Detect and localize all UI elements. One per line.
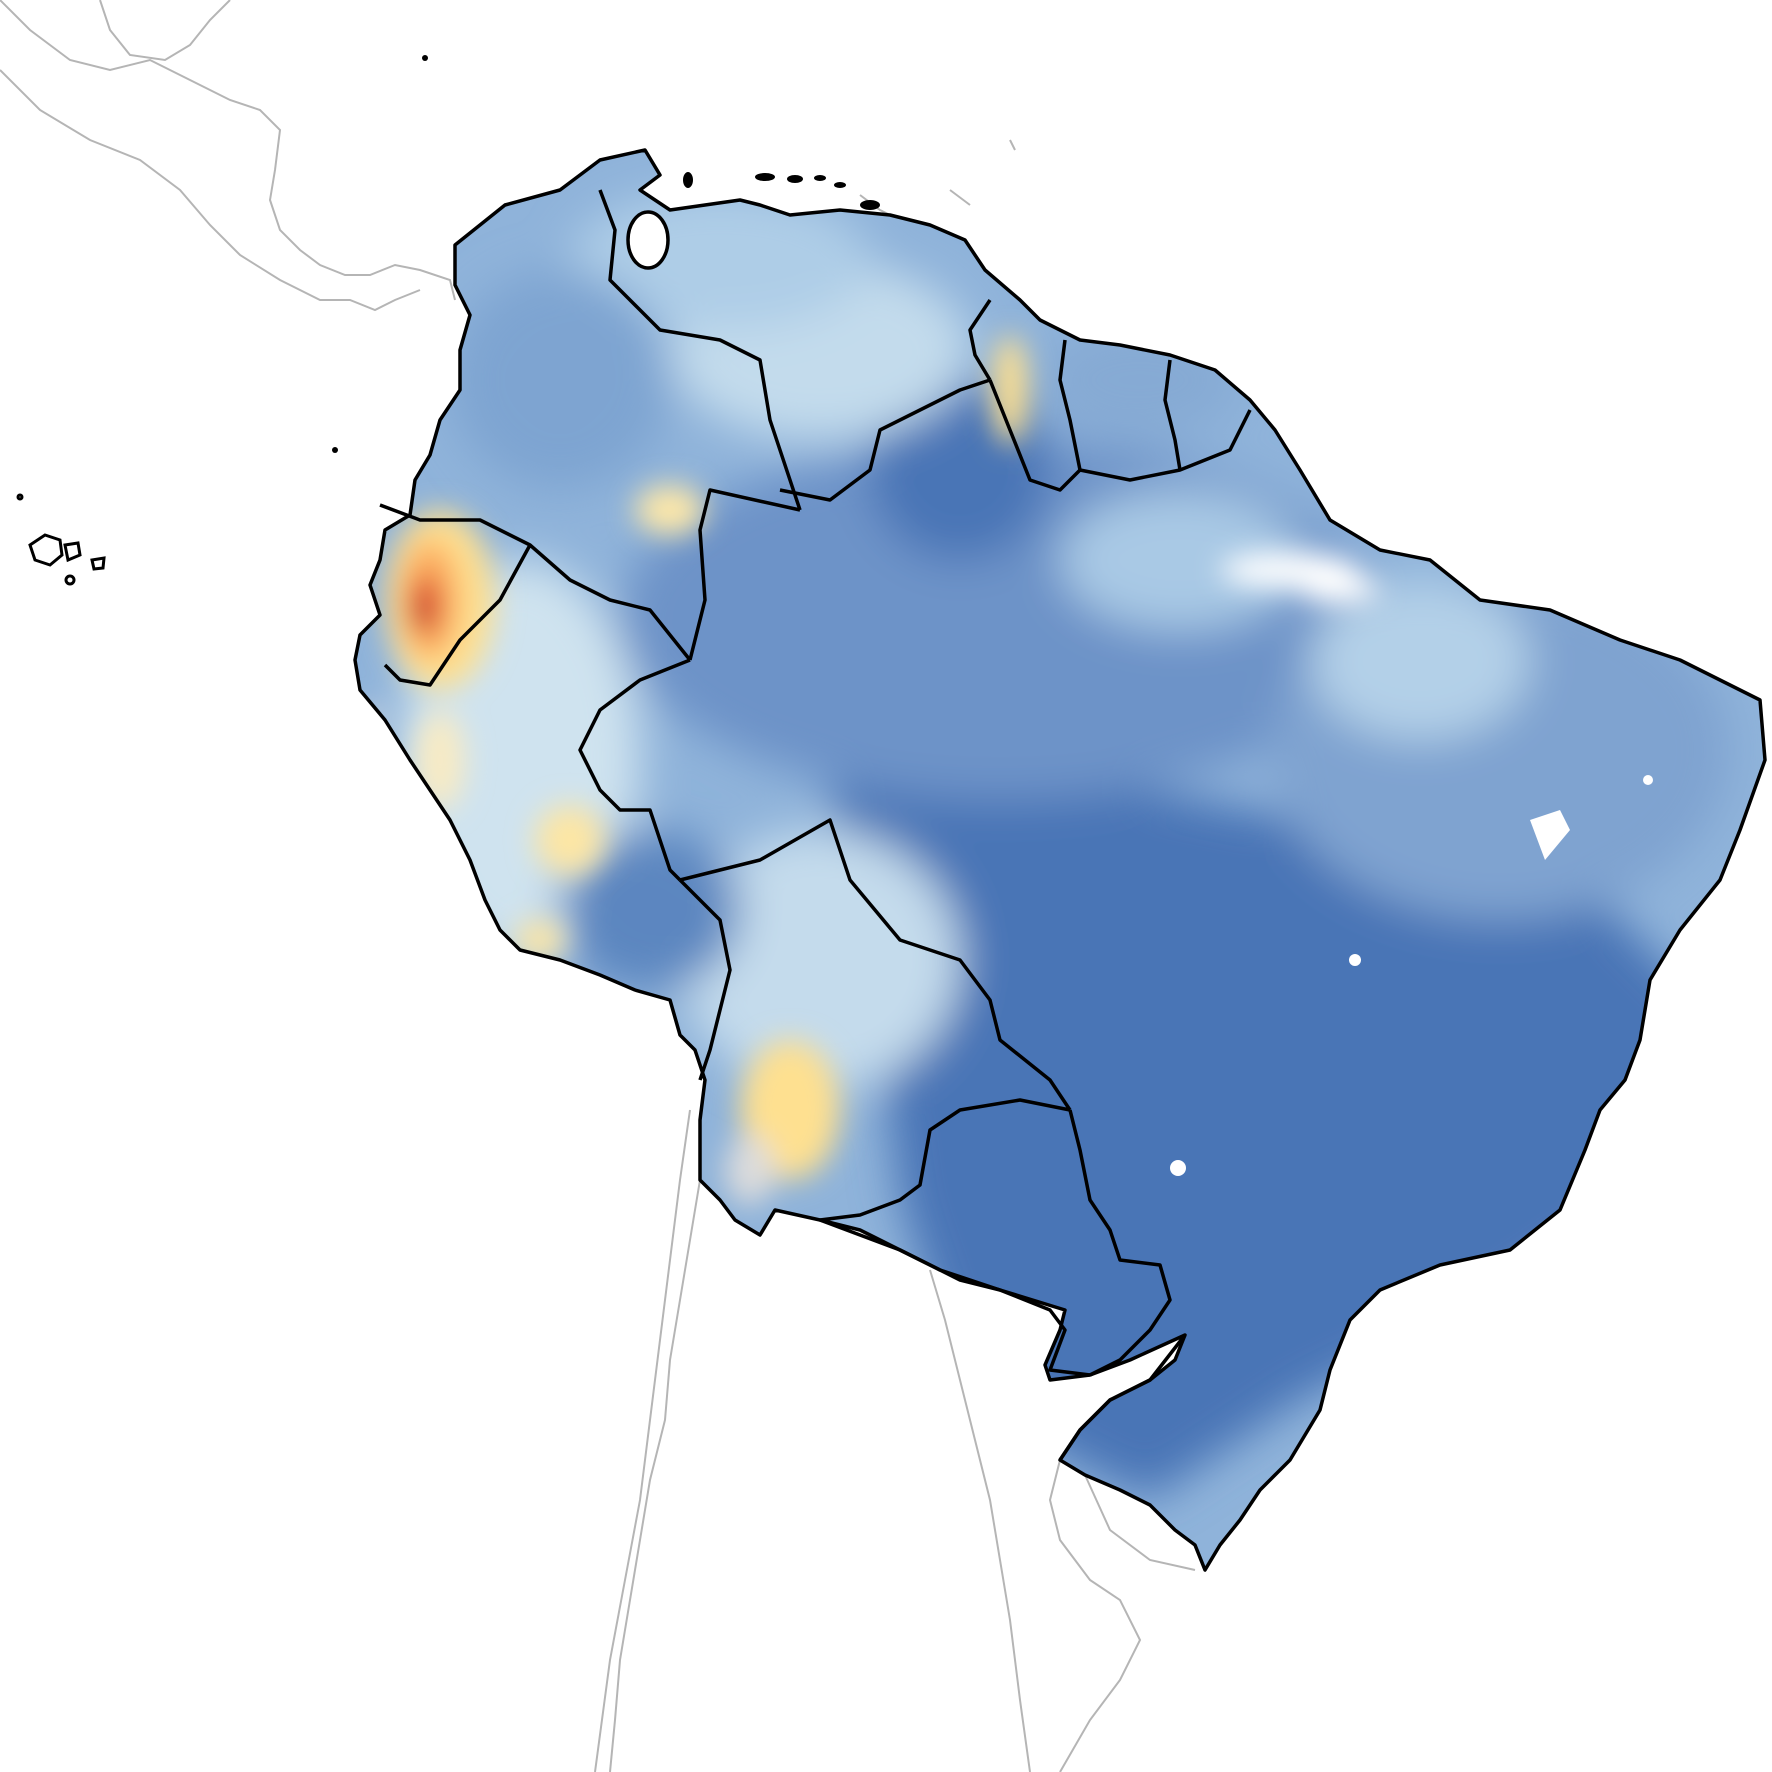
border-venezuela-guyana [968,299,992,381]
argentina-east-outline [1048,1459,1142,1772]
border-guyana-suriname [1058,339,1082,471]
border-suriname-frenchguiana [1163,359,1182,471]
caribbean-islands [332,55,880,453]
border-colombia-venezuela [598,189,802,511]
caribbean-islands-outline [859,139,1016,221]
border-guianas-brazil [1079,409,1252,482]
border-colombia-brazil [688,488,801,661]
border-ecuador-peru [383,544,532,687]
border-paraguay-south [819,1218,1091,1377]
border-peru-brazil [578,658,691,882]
yucatan-outline [99,0,231,62]
border-peru-bolivia [678,878,732,1081]
border-colombia-ecuador [379,503,692,662]
central-america-outline [0,0,456,301]
chile-argentina-outline [609,1179,701,1772]
border-brazil-argentina [1058,1333,1187,1461]
border-bolivia-paraguay [819,1098,1071,1222]
uruguay-outline [1084,1474,1196,1571]
galapagos-islands [16,493,106,586]
border-bolivia-brazil [679,818,1072,1111]
central-america-south-coast [0,69,421,312]
white-features [1170,775,1653,1176]
border-paraguay-brazil [1068,1109,1172,1377]
border-venezuela-brazil [779,378,991,502]
context-outlines [0,0,1196,1772]
lake-maracaibo [626,210,670,270]
border-guyana-brazil [988,379,1082,492]
southern-interior-border [929,1269,1031,1772]
country-borders [353,148,1767,1572]
chile-coast-outline [594,1109,691,1772]
